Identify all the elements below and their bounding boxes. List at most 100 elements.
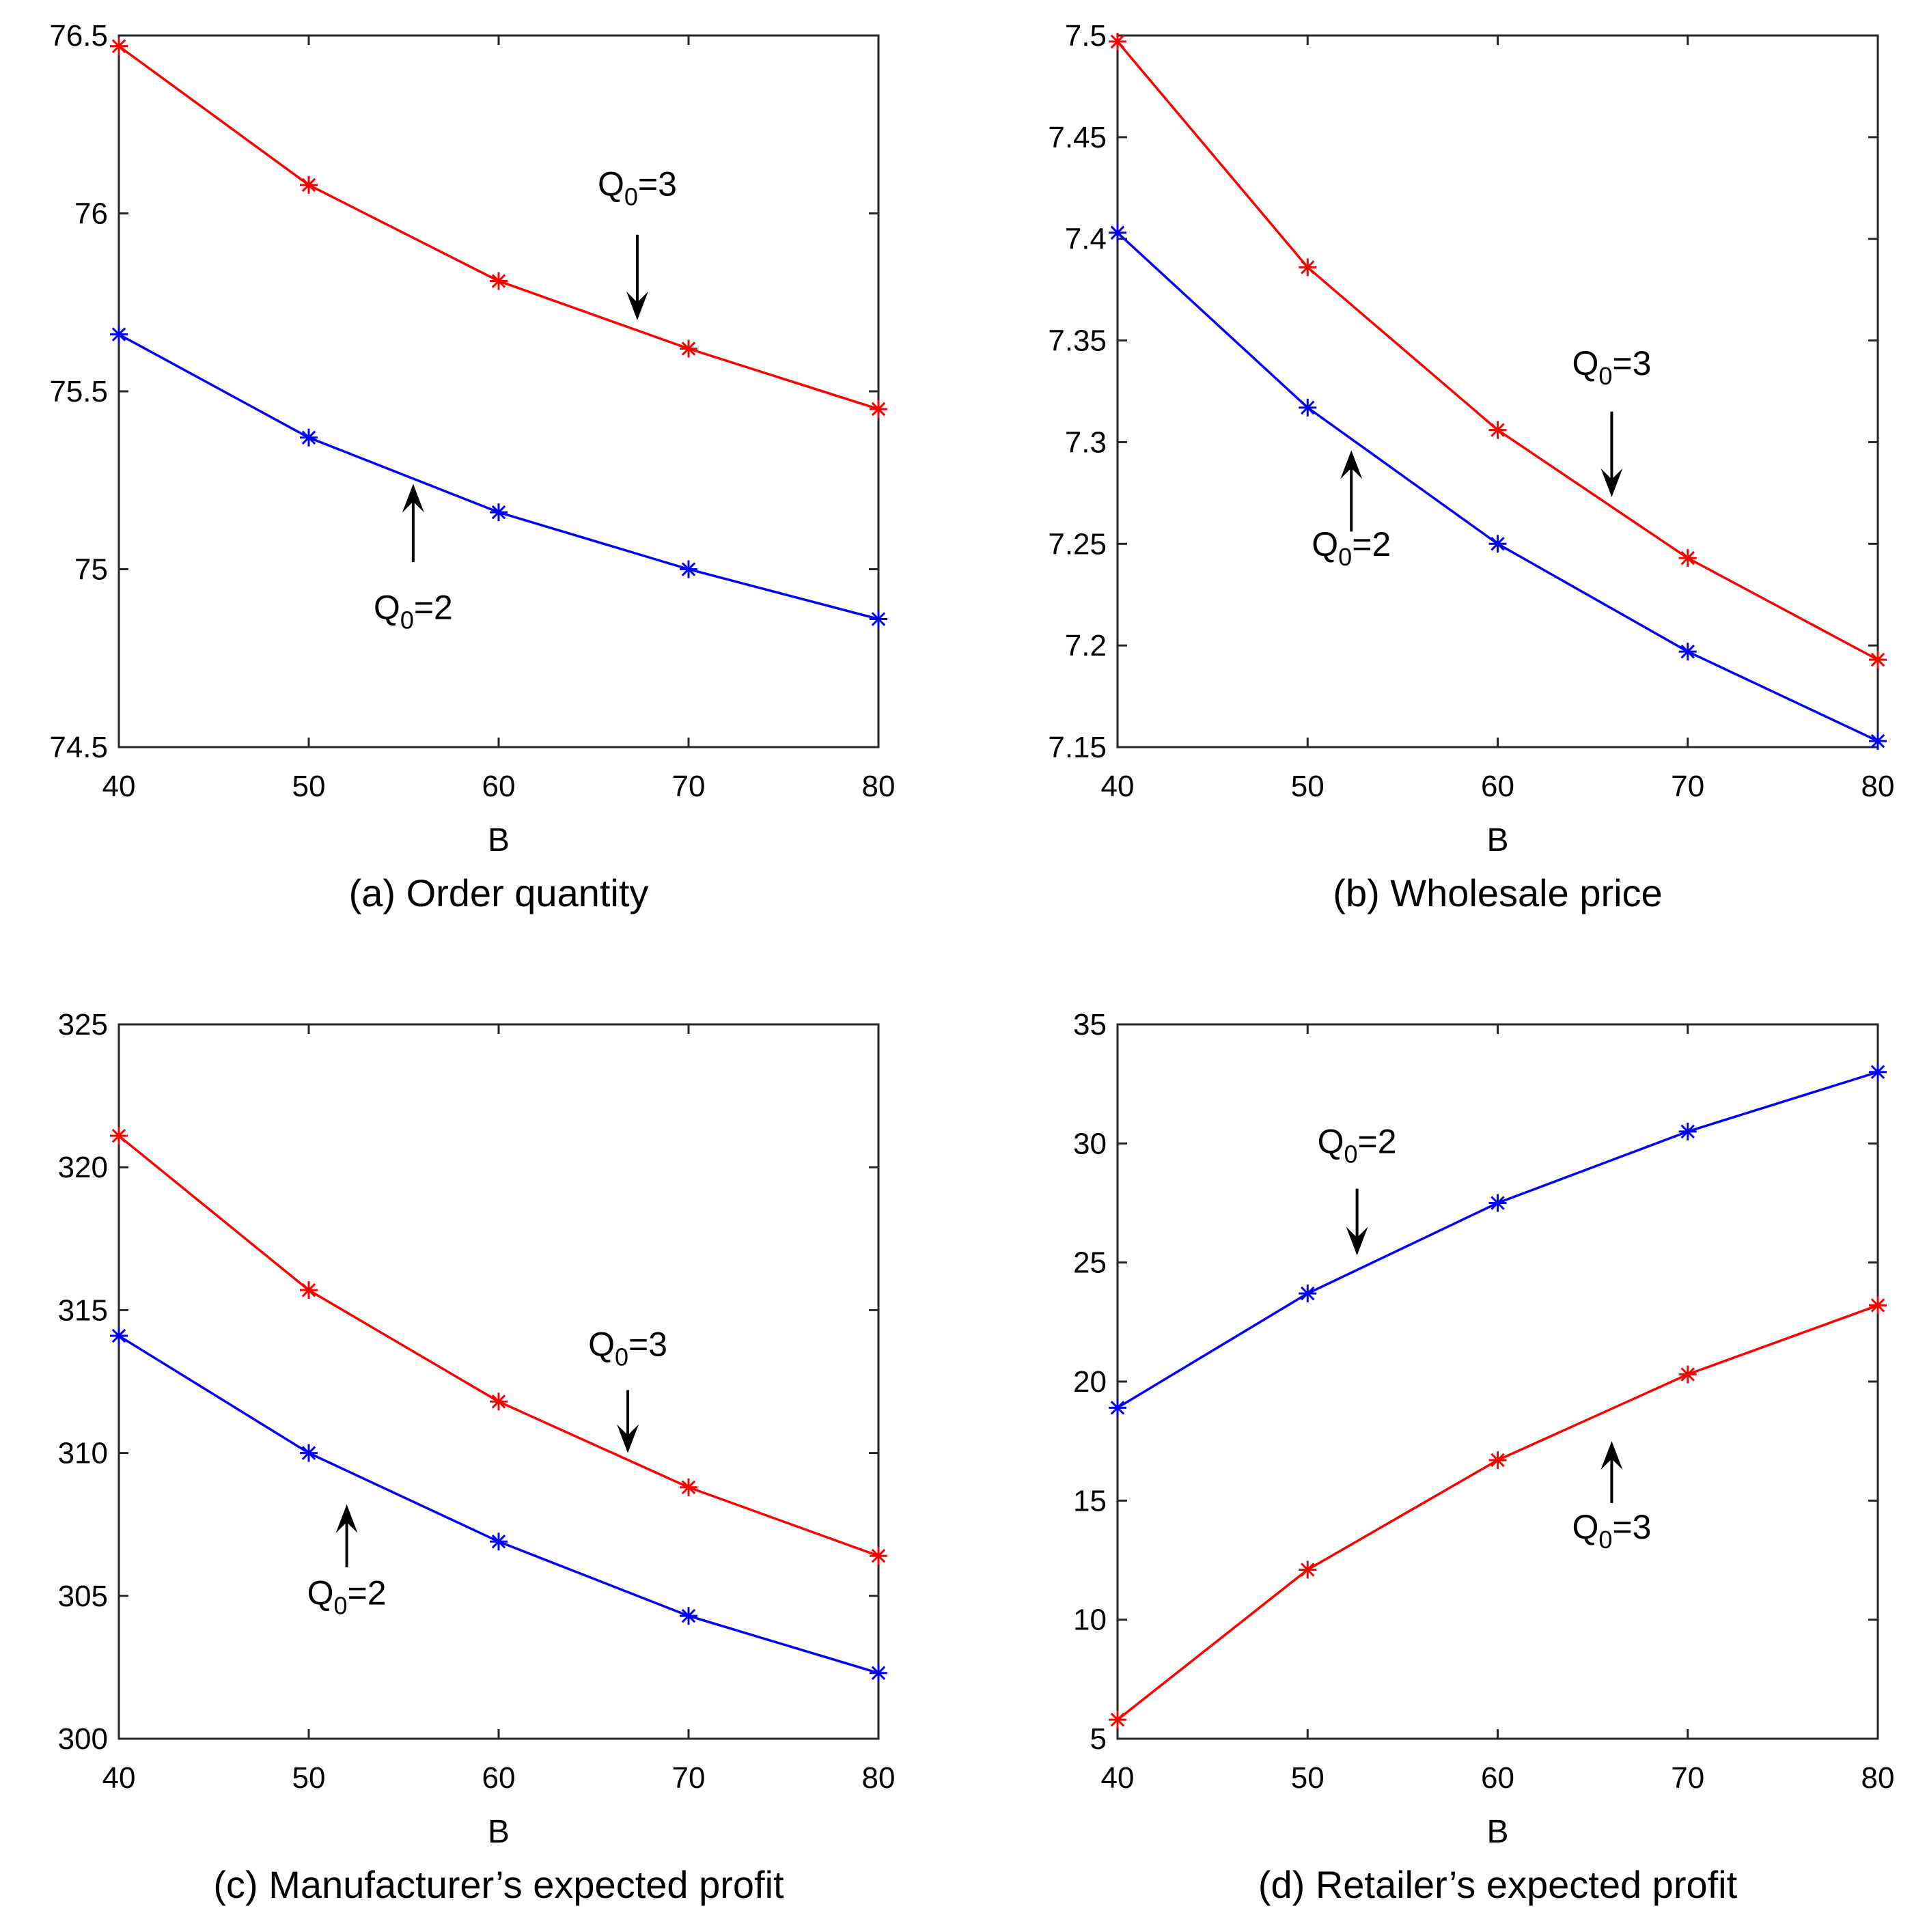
data-point-marker	[300, 428, 318, 447]
y-tick-label: 75.5	[49, 375, 108, 408]
y-tick-label: 7.45	[1048, 121, 1107, 154]
data-point-marker	[870, 400, 887, 419]
annotation-subscript: 0	[400, 606, 414, 634]
y-tick-label: 7.3	[1065, 425, 1107, 459]
series-line-q03	[117, 45, 879, 410]
annotation-subscript: 0	[1598, 1526, 1612, 1554]
x-tick-label: 80	[862, 770, 896, 803]
plot-frame	[1116, 1023, 1879, 1740]
annotation-subscript: 0	[615, 1343, 628, 1371]
y-tick-label: 76.5	[49, 19, 108, 53]
annotation-text: Q0=3	[598, 165, 677, 210]
annotation-q0-label: Q0=2	[1312, 450, 1391, 571]
annotation-rest: =3	[628, 1325, 667, 1363]
annotation-rest: =2	[414, 588, 453, 626]
annotation-subscript: 0	[334, 1591, 348, 1619]
x-tick-label: 50	[292, 1761, 326, 1795]
data-point-marker	[1869, 1063, 1887, 1081]
data-point-marker	[1488, 1451, 1507, 1470]
y-tick-label: 7.25	[1048, 527, 1107, 561]
arrow-up-icon	[335, 1504, 358, 1567]
x-tick-label: 80	[1861, 1761, 1895, 1795]
x-tick-label: 50	[1291, 770, 1325, 803]
data-point-marker	[1109, 1399, 1126, 1417]
annotation-subscript: 0	[1344, 1140, 1358, 1168]
y-tick-label: 7.15	[1048, 731, 1107, 764]
annotation-base: Q	[1572, 1508, 1598, 1546]
data-point-marker	[490, 1392, 508, 1411]
annotation-q0-label: Q0=2	[374, 484, 453, 634]
series-line-q03	[1116, 1304, 1879, 1721]
annotation-text: Q0=2	[1318, 1122, 1397, 1168]
data-point-marker	[1869, 650, 1887, 669]
data-point-marker	[300, 176, 318, 194]
x-tick-label: 40	[1101, 1761, 1135, 1795]
panel-a-order-quantity: 40 50 60 70 80 74.5 75 75.5 76 76.5 B (a) Order qua…	[49, 19, 895, 914]
y-tick-label: 5	[1090, 1722, 1107, 1756]
annotation-rest: =3	[638, 165, 677, 203]
data-point-marker	[1299, 1560, 1317, 1579]
x-axis-label: B	[488, 822, 510, 858]
panel-c-manufacturer-profit: 40 50 60 70 80 300 305 310 315 320 325 B (c) Manufac…	[58, 1008, 896, 1906]
data-point-marker	[680, 560, 697, 578]
data-point-marker	[1488, 535, 1507, 553]
annotation-q0-label: Q0=3	[1572, 344, 1651, 497]
data-point-marker	[680, 1478, 697, 1496]
annotation-base: Q	[374, 588, 400, 626]
annotation-base: Q	[1312, 525, 1338, 563]
x-tick-label: 60	[482, 1761, 516, 1795]
data-point-marker	[110, 1327, 128, 1345]
annotation-subscript: 0	[1338, 543, 1352, 571]
panel-caption: (c) Manufacturer’s expected profit	[213, 1863, 784, 1906]
annotation-rest: =3	[1612, 344, 1651, 382]
data-point-marker	[1678, 643, 1697, 661]
data-point-marker	[1109, 223, 1126, 242]
data-point-marker	[1299, 258, 1317, 277]
annotation-base: Q	[1572, 344, 1598, 382]
y-tick-label: 76	[74, 197, 108, 231]
annotation-q0-label: Q0=3	[1572, 1441, 1651, 1554]
x-axis-label: B	[488, 1814, 510, 1850]
x-tick-label: 70	[672, 1761, 706, 1795]
y-tick-label: 300	[58, 1722, 108, 1756]
annotation-rest: =3	[1612, 1508, 1651, 1546]
series-line-q02	[118, 1334, 879, 1675]
y-tick-label: 7.5	[1065, 19, 1107, 53]
plot-frame	[117, 1023, 880, 1740]
data-point-marker	[1299, 1284, 1317, 1302]
annotation-subscript: 0	[624, 182, 638, 210]
y-tick-label: 25	[1073, 1246, 1107, 1280]
annotation-base: Q	[588, 1325, 615, 1363]
x-tick-label: 40	[1101, 770, 1135, 803]
y-tick-label: 310	[58, 1437, 108, 1470]
x-tick-label: 80	[862, 1761, 896, 1795]
data-point-marker	[870, 610, 887, 628]
y-tick-label: 320	[58, 1151, 108, 1184]
annotation-text: Q0=2	[374, 588, 453, 634]
data-point-marker	[680, 339, 697, 358]
y-tick-label: 7.35	[1048, 324, 1107, 358]
data-point-marker	[1109, 1711, 1126, 1729]
x-tick-label: 70	[1671, 770, 1704, 803]
x-tick-label: 60	[1481, 770, 1514, 803]
x-tick-label: 40	[102, 770, 136, 803]
annotation-q0-label: Q0=2	[1318, 1122, 1397, 1256]
x-tick-label: 70	[672, 770, 706, 803]
data-point-marker	[1488, 1194, 1507, 1212]
panel-caption: (b) Wholesale price	[1333, 871, 1662, 914]
y-tick-label: 325	[58, 1008, 108, 1041]
data-point-marker	[1869, 1296, 1887, 1315]
x-tick-label: 50	[292, 770, 326, 803]
panel-caption: (d) Retailer’s expected profit	[1258, 1863, 1738, 1906]
arrow-down-icon	[1600, 411, 1623, 497]
data-point-marker	[1869, 732, 1887, 751]
y-tick-label: 74.5	[49, 731, 108, 764]
plot-frame	[117, 34, 880, 748]
annotation-text: Q0=3	[1572, 344, 1651, 390]
series-line-q02	[1117, 1071, 1879, 1409]
y-tick-label: 35	[1073, 1008, 1107, 1041]
data-point-marker	[490, 1532, 508, 1551]
annotation-subscript: 0	[1598, 362, 1612, 390]
annotation-q0-label: Q0=2	[307, 1504, 387, 1619]
